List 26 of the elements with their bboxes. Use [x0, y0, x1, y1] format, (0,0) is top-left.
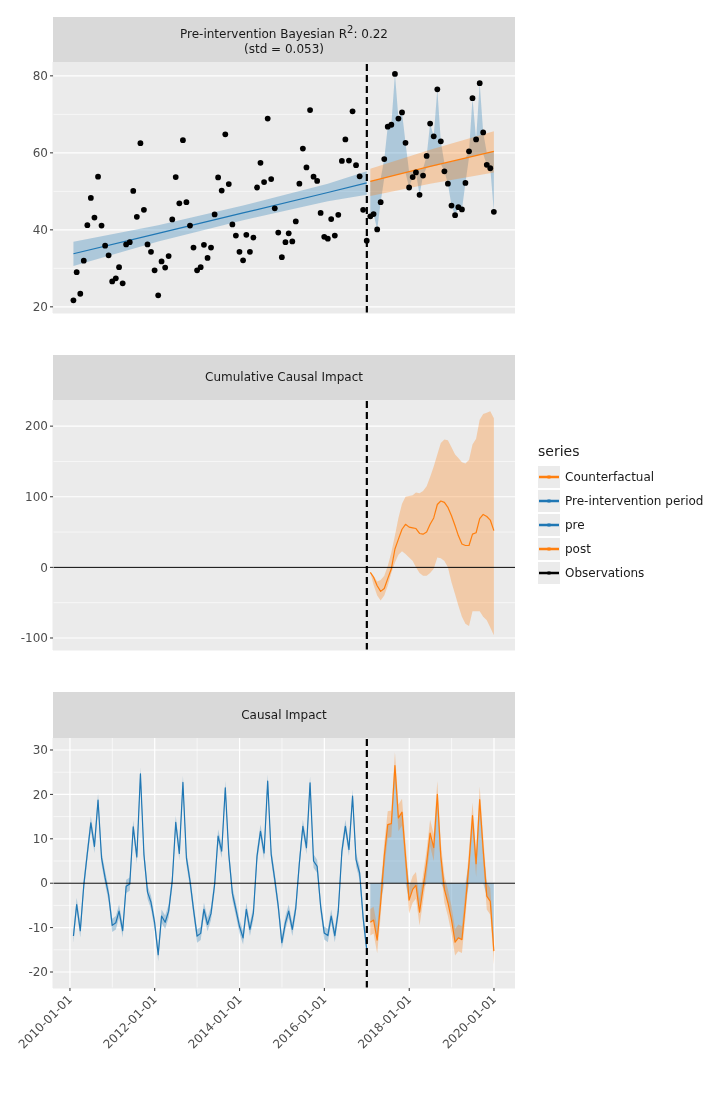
legend-label: pre: [565, 518, 585, 532]
y-tick-label: 60: [32, 146, 48, 161]
y-tick-label: 10: [32, 832, 48, 847]
chart-title: Pre-intervention Bayesian R$^{2}$: 0.22: [180, 23, 388, 42]
y-tick-label: -20: [28, 965, 48, 980]
y-tick-label: 40: [32, 223, 48, 238]
y-tick-label: 200: [25, 419, 48, 434]
line-series: [72, 182, 368, 255]
legend-title: series: [538, 443, 581, 459]
y-tick-label: -100: [20, 631, 48, 646]
y-tick-label: -10: [28, 920, 48, 935]
legend-label: post: [565, 542, 591, 556]
legend-label: Observations: [565, 566, 645, 580]
y-tick-label: 20: [32, 300, 48, 315]
y-tick-label: 20: [32, 787, 48, 802]
line-series: [369, 500, 495, 592]
chart-title: Cumulative Causal Impact: [205, 370, 363, 385]
chart-subtitle: (std = 0.053): [244, 42, 324, 57]
chart-title: Causal Impact: [241, 707, 327, 723]
y-tick-label: 0: [40, 876, 48, 891]
y-tick-label: 0: [40, 560, 48, 575]
y-tick-label: 80: [32, 69, 48, 84]
legend-label: Pre-intervention period: [565, 494, 704, 508]
y-tick-label: 100: [25, 490, 48, 505]
y-tick-label: 30: [32, 743, 48, 758]
legend-label: Counterfactual: [565, 470, 655, 484]
